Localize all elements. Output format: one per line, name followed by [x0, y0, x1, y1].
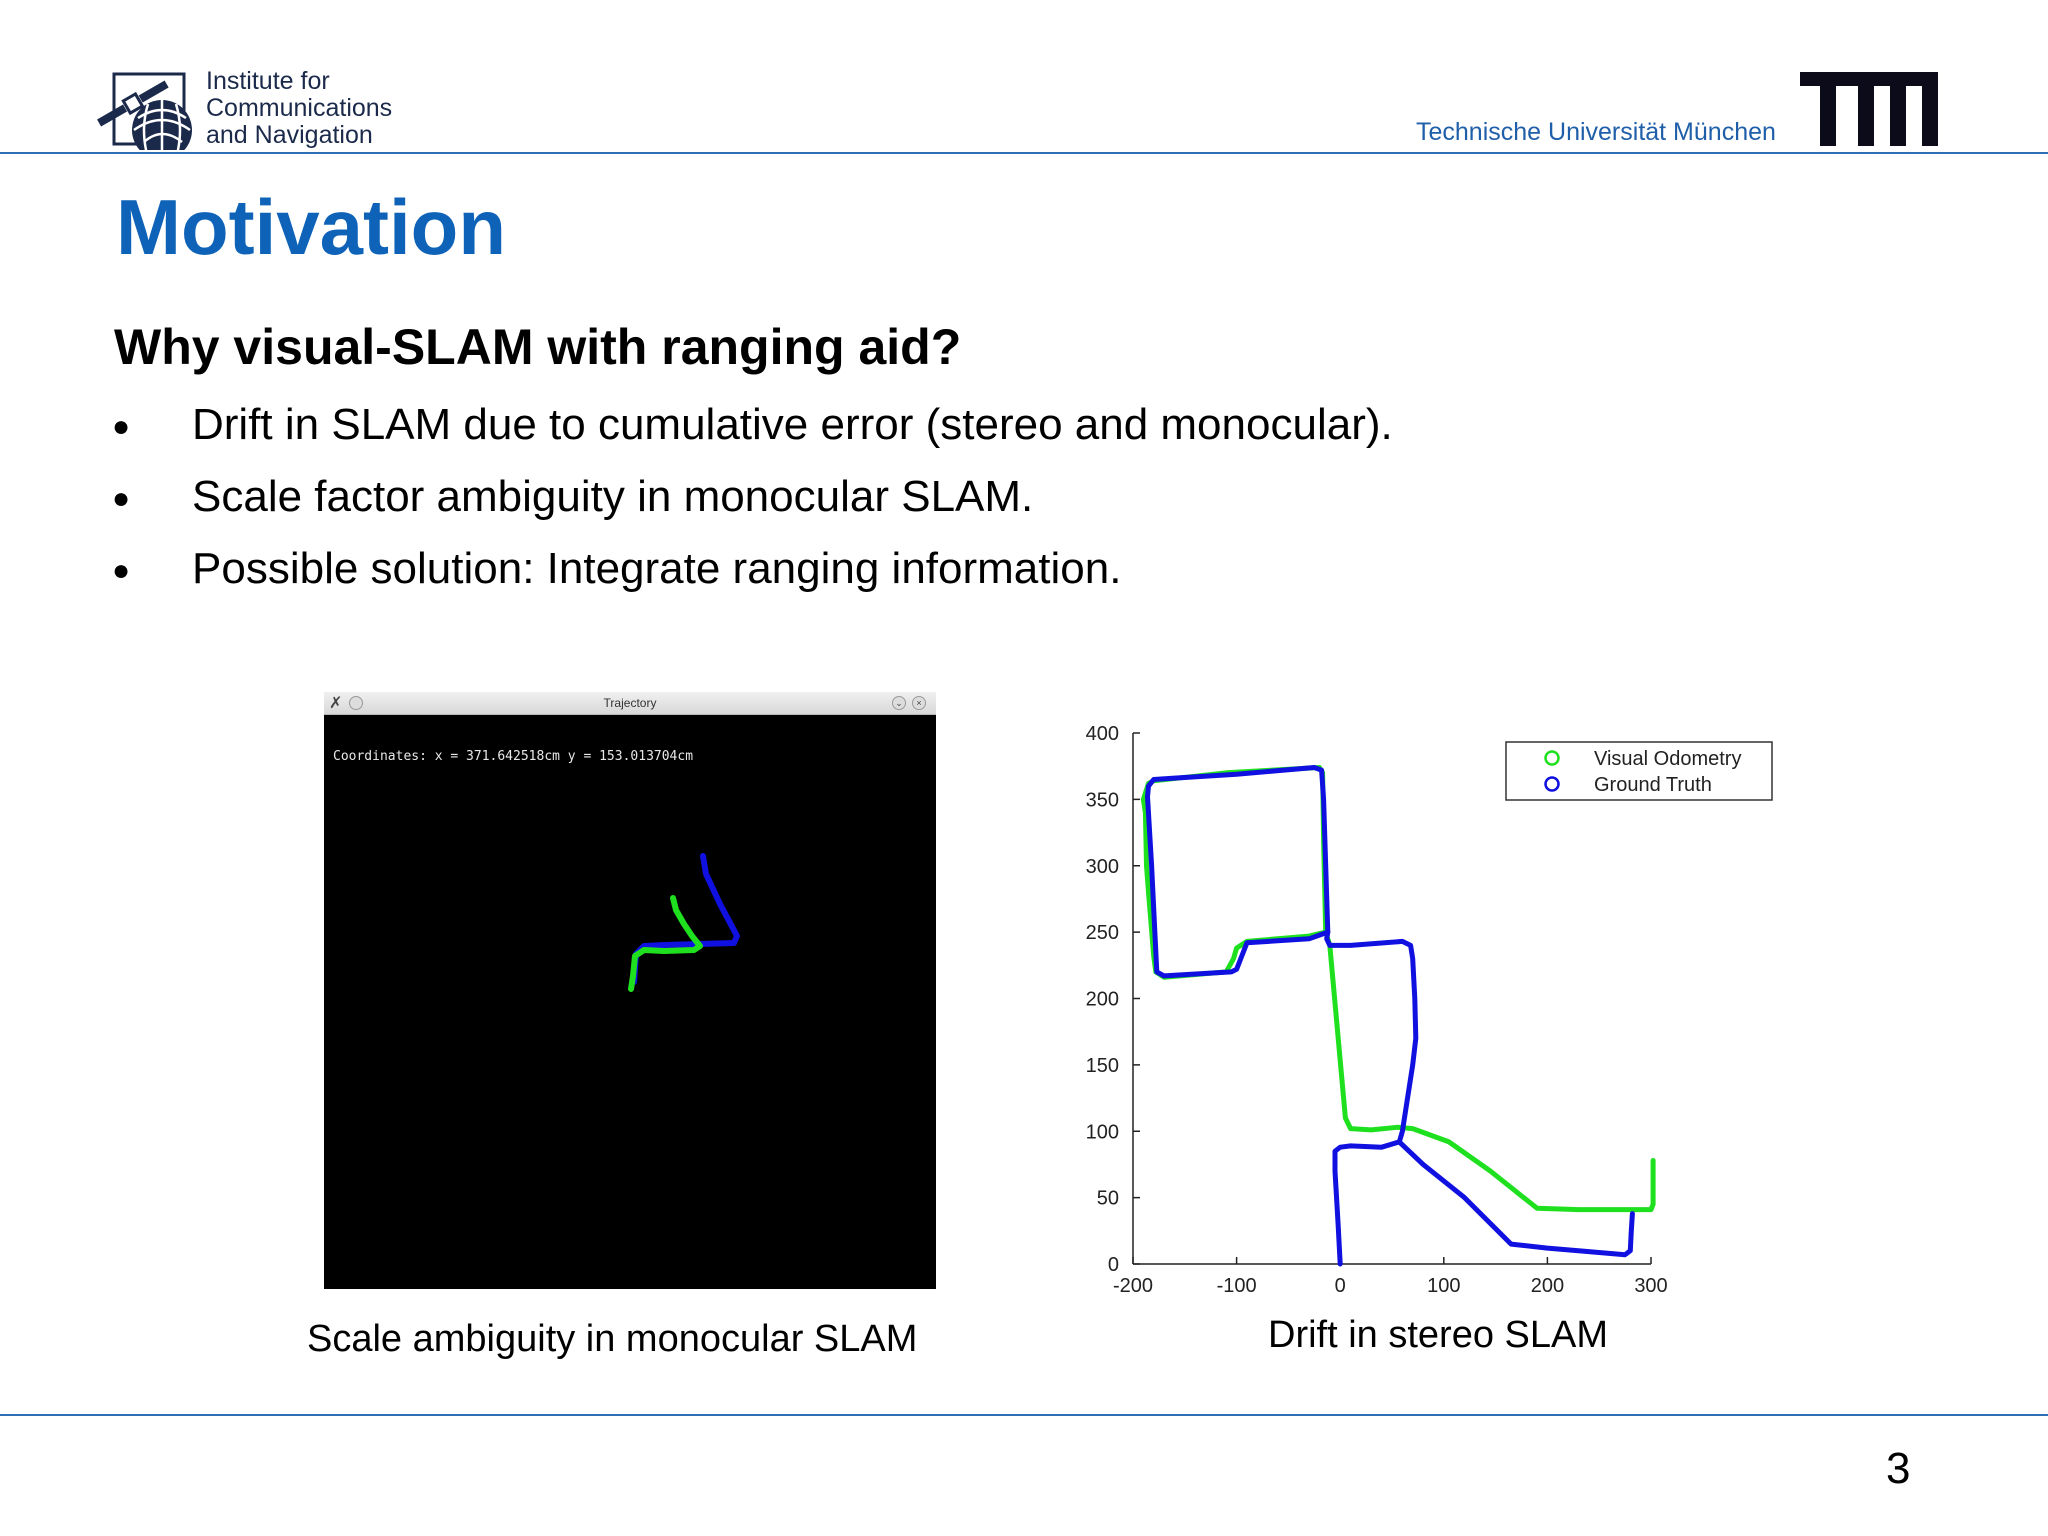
institute-name: Institute for Communications and Navigat…: [206, 68, 392, 149]
trajectory-window-title: Trajectory: [603, 696, 657, 710]
series-line-visual-odometry: [1323, 929, 1656, 1213]
bullet-dot-icon: ●: [112, 554, 131, 587]
university-name: Technische Universität München: [1416, 118, 1776, 146]
y-tick-label: 400: [1086, 723, 1119, 745]
chart-ticks: -200 -100 0 100 200 300 0 50 100 150 200 250 300 350 4…: [1086, 723, 1668, 1297]
institute-logo: [92, 70, 192, 160]
chart-series: [1140, 765, 1656, 1267]
legend-marker-icon: [1544, 750, 1560, 766]
chart-caption: Drift in stereo SLAM: [1268, 1314, 1608, 1356]
x-tick-label: 0: [1335, 1275, 1346, 1297]
y-tick-label: 300: [1086, 856, 1119, 878]
bullet-text: Possible solution: Integrate ranging inf…: [192, 544, 1122, 593]
bullet-text: Scale factor ambiguity in monocular SLAM…: [192, 472, 1034, 521]
y-tick-label: 350: [1086, 789, 1119, 811]
y-tick-label: 100: [1086, 1121, 1119, 1143]
footer-divider: [0, 1414, 2048, 1416]
chevron-down-icon: ⌄: [892, 696, 906, 710]
institute-line-1: Institute for: [206, 67, 330, 95]
trajectory-canvas: [628, 853, 740, 992]
x-tick-label: 300: [1634, 1275, 1667, 1297]
trajectory-window: ✗ Trajectory ⌄ × Coordinates: x = 371.64…: [324, 692, 936, 1289]
tum-logo-icon: [1800, 72, 1938, 146]
x-tick-label: -200: [1113, 1275, 1153, 1297]
series-line-visual-odometry: [1140, 765, 1329, 980]
minimize-icon: [349, 696, 363, 710]
bullet-dot-icon: ●: [112, 410, 131, 443]
trajectory-coordinates: Coordinates: x = 371.642518cm y = 153.01…: [333, 749, 694, 764]
trajectory-window-titlebar: ✗ Trajectory ⌄ ×: [324, 692, 936, 715]
left-figure-caption: Scale ambiguity in monocular SLAM: [307, 1318, 918, 1360]
y-tick-label: 50: [1097, 1188, 1119, 1210]
slide-title: Motivation: [116, 183, 506, 271]
trajectory-reference-path: [631, 853, 740, 985]
y-tick-label: 200: [1086, 989, 1119, 1011]
drift-chart: -200 -100 0 100 200 300 0 50 100 150 200 250 300 350 4…: [1086, 723, 1773, 1297]
y-tick-label: 250: [1086, 922, 1119, 944]
legend-entry: Ground Truth: [1594, 774, 1712, 796]
x-tick-label: 200: [1531, 1275, 1564, 1297]
series-line-ground-truth: [1145, 765, 1331, 979]
series-line-ground-truth: [1396, 1139, 1635, 1258]
close-icon: ×: [912, 696, 926, 710]
tum-logo: [1800, 72, 1938, 146]
chart-legend: Visual Odometry Ground Truth: [1505, 741, 1773, 801]
institute-line-2: Communications: [206, 94, 393, 122]
legend-marker-icon: [1544, 776, 1560, 792]
satellite-globe-icon: [97, 72, 192, 160]
page-number: 3: [1886, 1444, 1911, 1493]
trajectory-estimate-path: [628, 895, 703, 992]
x-tick-label: -100: [1217, 1275, 1257, 1297]
series-line-ground-truth: [1324, 929, 1419, 1267]
institute-line-3: and Navigation: [206, 121, 373, 149]
x-tick-label: 100: [1427, 1275, 1460, 1297]
header-divider: [0, 152, 2048, 154]
legend-entry: Visual Odometry: [1594, 748, 1741, 770]
bullet-text: Drift in SLAM due to cumulative error (s…: [192, 400, 1393, 449]
x-app-icon: ✗: [329, 695, 343, 712]
y-tick-label: 0: [1108, 1254, 1119, 1276]
slide-subtitle: Why visual-SLAM with ranging aid?: [114, 319, 962, 375]
y-tick-label: 150: [1086, 1055, 1119, 1077]
chart-axes: [1132, 733, 1651, 1265]
bullet-dot-icon: ●: [112, 482, 131, 515]
